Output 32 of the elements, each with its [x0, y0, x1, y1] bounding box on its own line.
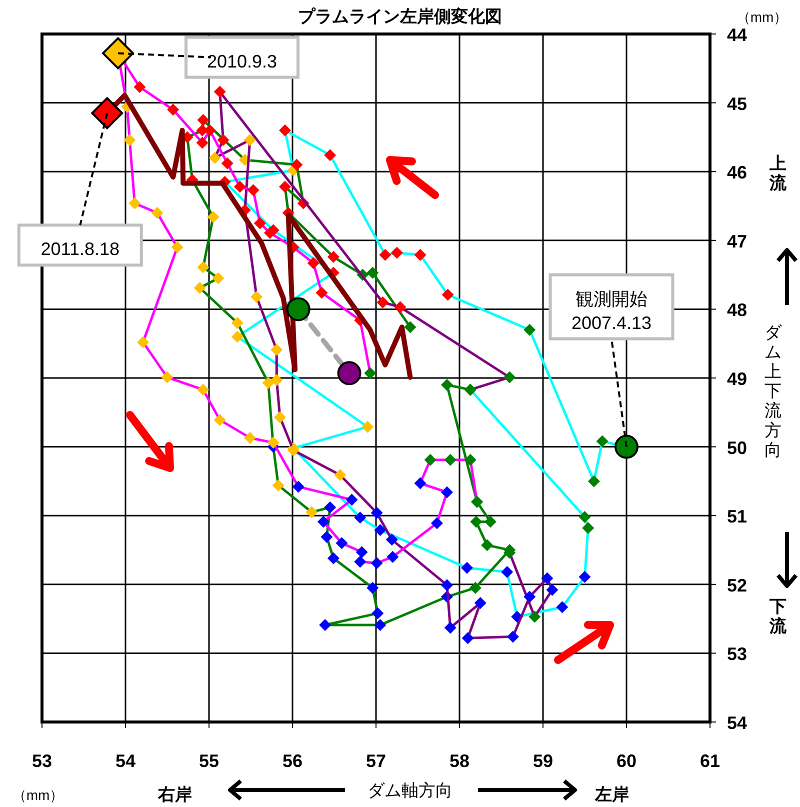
y-tick-label: 49	[727, 369, 748, 389]
chart-title: プラムライン左岸側変化図	[298, 7, 502, 26]
x-tick-label: 55	[198, 751, 220, 771]
x-tick-label: 57	[366, 751, 386, 771]
x-tick-label: 60	[616, 751, 637, 771]
x-axis-title: ダム軸方向	[368, 781, 452, 800]
y-tick-label: 47	[727, 231, 748, 252]
y-tick-label: 46	[727, 162, 748, 183]
y-tick-label: 44	[727, 25, 748, 45]
y-tick-label: 52	[727, 575, 748, 596]
x-tick-label: 54	[115, 751, 136, 771]
y-tick-label: 51	[727, 506, 748, 527]
text: （mm）	[12, 787, 64, 803]
y-axis-title: ダム上下流方向	[764, 323, 782, 460]
annotation: 2010.9.3	[206, 51, 278, 72]
x-tick-label: 56	[282, 751, 303, 771]
y-tick-label: 54	[727, 713, 748, 733]
annotation: 観測開始 2007.4.13	[571, 288, 652, 333]
text: 下流	[768, 597, 788, 636]
x-tick-label: 59	[532, 751, 554, 771]
y-tick-label: 45	[727, 94, 748, 114]
x-tick-label: 53	[32, 751, 52, 771]
text: 左岸	[594, 785, 629, 804]
annotation: 2011.8.18	[40, 239, 120, 260]
y-tick-label: 48	[727, 300, 748, 320]
y-tick-label: 50	[727, 438, 748, 458]
y-tick-label: 53	[727, 644, 748, 664]
text: （mm）	[736, 9, 788, 25]
text: 右岸	[157, 785, 192, 804]
text: 上流	[768, 154, 788, 193]
x-tick-label: 61	[700, 751, 720, 771]
x-tick-label: 58	[449, 751, 470, 771]
